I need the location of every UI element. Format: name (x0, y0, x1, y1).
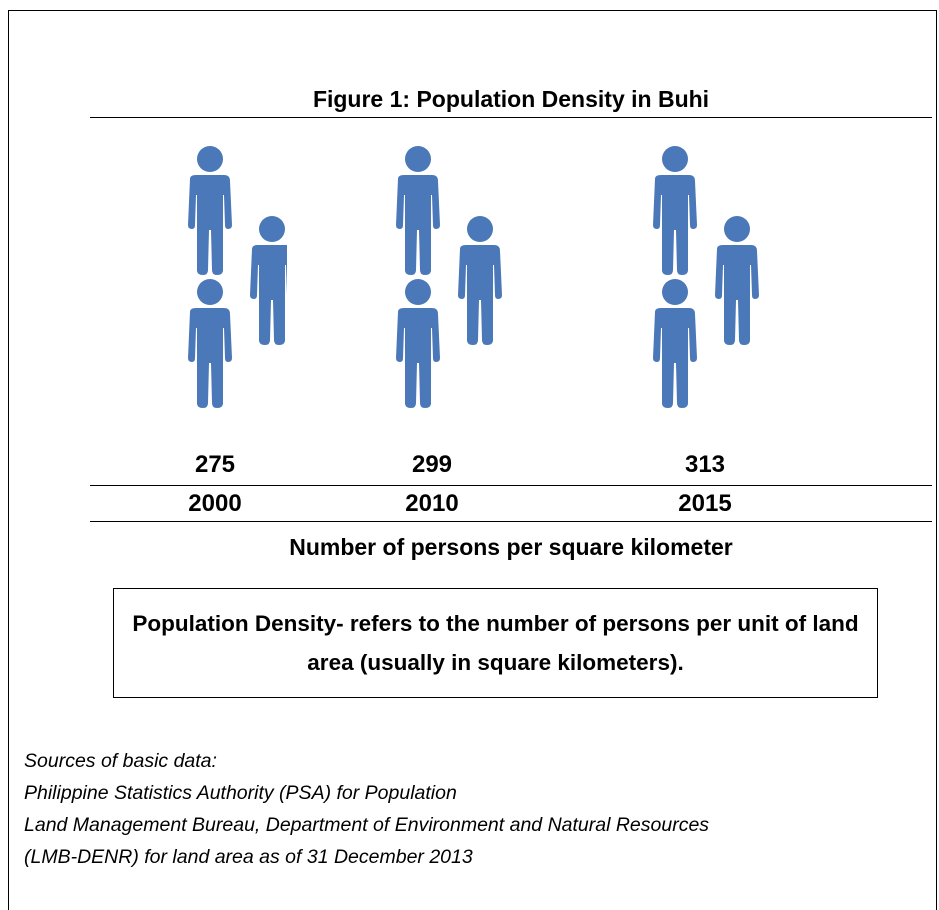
source-line: Land Management Bureau, Department of En… (24, 814, 710, 836)
head (724, 151, 750, 177)
category-label: 2015 (678, 490, 732, 517)
category-label: 2010 (405, 490, 459, 517)
sources-heading: Sources of basic data: (24, 750, 217, 772)
chart-title: Figure 1: Population Density in Buhi (312, 86, 710, 112)
value-label: 299 (411, 451, 453, 478)
body (188, 175, 232, 275)
source-line: Philippine Statistics Authority (PSA) fo… (24, 782, 457, 804)
pictograph (188, 146, 759, 408)
value-label: 275 (194, 451, 236, 478)
head (259, 216, 285, 242)
head (662, 146, 688, 172)
body (653, 308, 697, 408)
icon-group (188, 146, 287, 408)
definition-box: Population Density- refers to the number… (113, 588, 878, 698)
head (405, 279, 431, 305)
definition: Population Density- refers to the number… (132, 611, 859, 675)
head (197, 279, 223, 305)
person-icon (653, 146, 697, 275)
person-icon (396, 279, 440, 408)
body (250, 245, 287, 345)
frame (8, 10, 937, 910)
icon-group (653, 146, 759, 408)
category-label: 2000 (188, 490, 242, 517)
rule (90, 117, 932, 118)
head (405, 146, 431, 172)
person-icon (188, 146, 232, 275)
person-icon (458, 216, 502, 345)
head (662, 279, 688, 305)
body (188, 308, 232, 408)
body (396, 308, 440, 408)
head (197, 146, 223, 172)
body (653, 175, 697, 275)
head (467, 216, 493, 242)
person-icon (715, 216, 759, 345)
source-line: (LMB-DENR) for land area as of 31 Decemb… (24, 846, 473, 868)
person-icon (653, 279, 697, 408)
person-icon (396, 146, 440, 275)
rule (90, 485, 932, 486)
person-icon (250, 216, 287, 345)
value-label: 313 (684, 451, 726, 478)
body (396, 175, 440, 275)
head (724, 216, 750, 242)
body (458, 245, 502, 345)
icon-group (396, 146, 502, 408)
x-axis-label: Number of persons per square kilometer (289, 534, 733, 560)
rule (90, 521, 932, 522)
person-icon (188, 279, 232, 408)
body (715, 245, 759, 345)
